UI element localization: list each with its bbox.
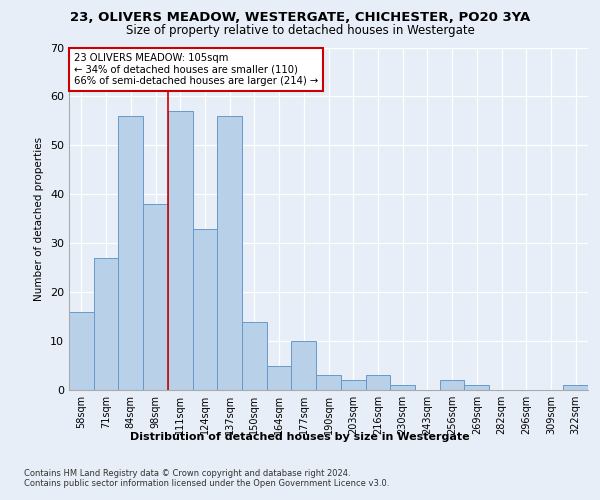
Text: 23 OLIVERS MEADOW: 105sqm
← 34% of detached houses are smaller (110)
66% of semi: 23 OLIVERS MEADOW: 105sqm ← 34% of detac…	[74, 52, 319, 86]
Bar	[69, 312, 94, 390]
Bar	[365, 376, 390, 390]
Bar	[94, 258, 118, 390]
Bar	[440, 380, 464, 390]
Y-axis label: Number of detached properties: Number of detached properties	[34, 136, 44, 301]
Bar	[464, 385, 489, 390]
Bar	[143, 204, 168, 390]
Bar	[267, 366, 292, 390]
Text: Size of property relative to detached houses in Westergate: Size of property relative to detached ho…	[125, 24, 475, 37]
Bar	[118, 116, 143, 390]
Bar	[217, 116, 242, 390]
Text: Distribution of detached houses by size in Westergate: Distribution of detached houses by size …	[130, 432, 470, 442]
Bar	[168, 111, 193, 390]
Bar	[563, 385, 588, 390]
Text: Contains HM Land Registry data © Crown copyright and database right 2024.: Contains HM Land Registry data © Crown c…	[24, 469, 350, 478]
Bar	[193, 228, 217, 390]
Bar	[316, 376, 341, 390]
Bar	[341, 380, 365, 390]
Bar	[390, 385, 415, 390]
Bar	[242, 322, 267, 390]
Bar	[292, 341, 316, 390]
Text: 23, OLIVERS MEADOW, WESTERGATE, CHICHESTER, PO20 3YA: 23, OLIVERS MEADOW, WESTERGATE, CHICHEST…	[70, 11, 530, 24]
Text: Contains public sector information licensed under the Open Government Licence v3: Contains public sector information licen…	[24, 479, 389, 488]
